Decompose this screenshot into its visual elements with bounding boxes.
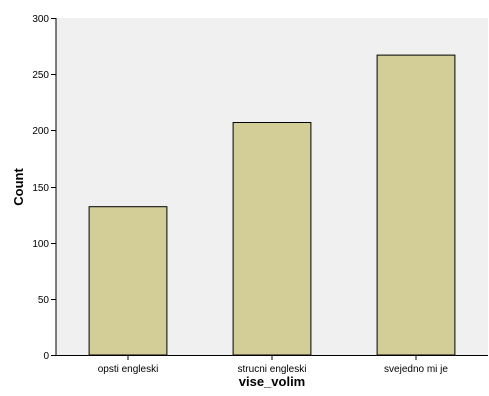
y-axis: 0 50 100 150 200 250 300 — [32, 14, 57, 362]
y-axis-title: Count — [11, 168, 26, 206]
x-axis-title: vise_volim — [239, 374, 306, 389]
x-tick-label: opsti engleski — [98, 364, 159, 375]
y-tick-label: 300 — [32, 14, 49, 25]
bars — [88, 54, 456, 356]
x-tick-label: svejedno mi je — [384, 364, 448, 375]
bar — [376, 54, 456, 356]
bar — [88, 206, 168, 356]
y-tick-label: 0 — [43, 351, 49, 362]
y-tick-label: 100 — [32, 239, 49, 250]
y-tick-label: 150 — [32, 183, 49, 194]
y-tick-label: 200 — [32, 126, 49, 137]
x-tick-label: strucni engleski — [238, 364, 307, 375]
y-tick-label: 50 — [38, 295, 50, 306]
x-axis: opsti engleski strucni engleski svejedno m… — [56, 355, 488, 375]
y-tick-label: 250 — [32, 70, 49, 81]
bar — [232, 122, 312, 356]
